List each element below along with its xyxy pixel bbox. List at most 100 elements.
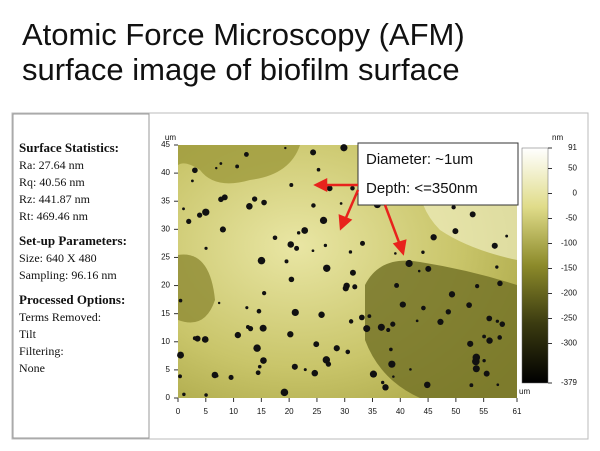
title-line: Atomic Force Microscopy (AFM) [22,17,465,52]
pit [287,241,295,248]
colorbar-tick-label: -100 [561,239,578,248]
x-tick-label: 61 [513,407,522,416]
pit [452,228,459,235]
pit [352,284,358,290]
x-tick-label: 10 [229,407,238,416]
pit [177,351,184,359]
x-tick-label: 55 [479,407,488,416]
pit [415,319,419,323]
stat-line: Rz: 441.87 nm [19,192,91,206]
colorbar-tick-label: 91 [568,143,577,152]
pit [272,235,278,241]
pit [218,196,224,203]
stat-line: Sampling: 96.16 nm [19,268,117,282]
pit [342,285,349,292]
x-tick-label: 5 [204,407,209,416]
pit [196,212,203,218]
title-line: surface image of biofilm surface [22,52,460,87]
pit [204,393,208,397]
pit [417,269,421,273]
arrow [343,189,360,221]
pit [399,301,406,308]
pit [499,321,506,327]
pit [215,166,218,170]
pit [291,363,298,370]
pit [326,185,333,192]
pit [301,227,309,234]
pit [386,327,391,333]
pit [325,361,332,367]
pit [311,369,319,377]
pit [316,167,321,172]
x-tick-label: 25 [312,407,321,416]
pit [287,331,294,338]
pit [296,231,301,235]
pit [363,325,371,333]
stat-line: Rt: 469.46 nm [19,209,89,223]
pit [390,321,396,327]
pit [257,364,262,369]
pit [437,318,444,326]
colorbar-tick-label: -250 [561,314,578,323]
pit [359,314,365,321]
y-tick-label: 20 [161,281,170,290]
x-tick-label: 15 [257,407,266,416]
colorbar-tick-label: -150 [561,264,578,273]
x-tick-label: 35 [368,407,377,416]
pit [311,249,315,253]
colorbar-tick-label: -50 [565,214,577,223]
y-unit: um [165,133,176,142]
y-tick-label: 40 [161,168,170,177]
pit [259,324,267,332]
x-tick-label: 0 [176,407,181,416]
stat-line: Tilt [19,327,37,341]
pit [245,306,249,310]
colorbar-tick-label: 0 [573,189,578,198]
pit [350,185,355,191]
pit [469,211,476,218]
pit [190,179,194,183]
arrow-head [392,239,407,256]
pit [323,264,331,272]
pit [392,375,395,378]
pit [178,374,182,379]
pit [348,319,354,324]
afm-image [177,144,517,398]
y-tick-label: 10 [161,337,170,346]
pit [497,280,503,287]
pit [192,167,198,174]
x-tick-label: 20 [285,407,294,416]
pit [310,149,317,156]
afm-region [178,145,300,184]
colorbar [521,147,549,384]
pit [377,323,385,331]
pit [448,291,456,298]
pit [313,341,320,348]
pit [475,284,480,289]
pit [234,331,242,339]
pit [388,360,396,368]
pit [483,370,490,377]
pit [288,276,295,283]
pit [228,374,234,380]
pit [323,243,328,248]
pit [245,325,250,329]
pit [186,218,192,225]
y-tick-label: 35 [161,196,170,205]
pit [421,305,426,311]
colorbar-tick-label: -200 [561,289,578,298]
pit [202,208,210,216]
stat-line: Filtering: [19,344,64,358]
y-tick-label: 45 [161,140,170,149]
pit [497,335,502,340]
y-tick-label: 25 [161,253,170,262]
pit [260,357,267,364]
arrow [383,204,402,246]
x-tick-label: 30 [340,407,349,416]
pit [424,381,431,389]
y-tick-label: 30 [161,224,170,233]
annotation-text: Diameter: ~1um [366,151,473,168]
colorbar-tick-label: 50 [568,164,577,173]
pit [469,383,474,388]
afm-region [365,260,517,398]
